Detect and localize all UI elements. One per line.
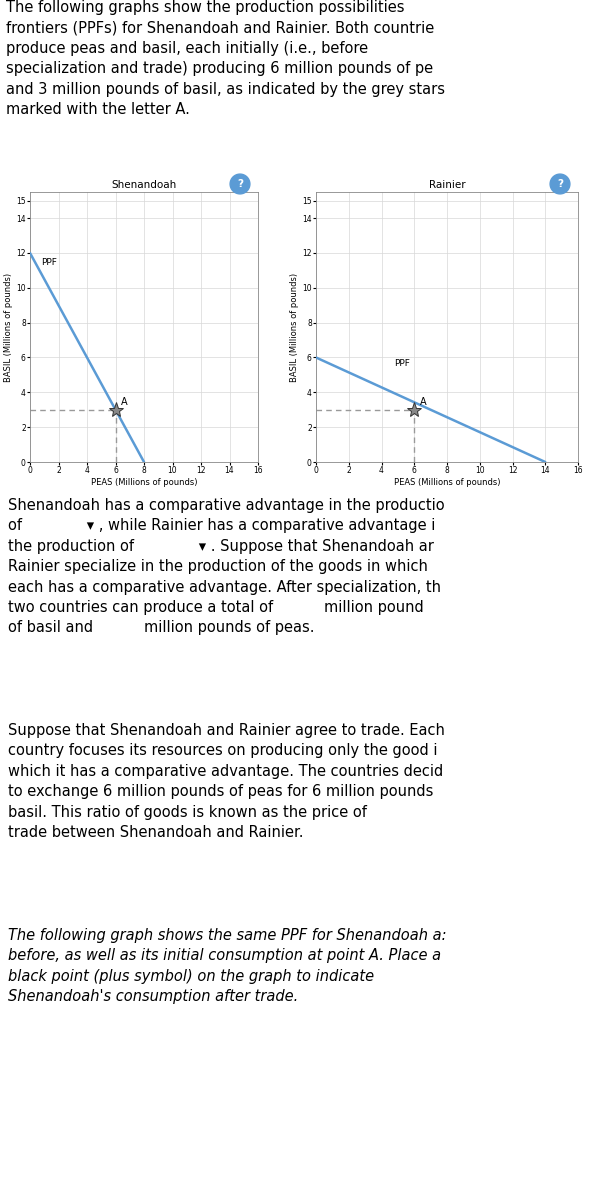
Title: Shenandoah: Shenandoah <box>112 180 177 190</box>
Text: Suppose that Shenandoah and Rainier agree to trade. Each
country focuses its res: Suppose that Shenandoah and Rainier agre… <box>8 722 445 840</box>
Circle shape <box>550 174 570 194</box>
Text: A: A <box>121 397 127 407</box>
X-axis label: PEAS (Millions of pounds): PEAS (Millions of pounds) <box>394 478 500 487</box>
Text: PPF: PPF <box>41 258 57 268</box>
Y-axis label: BASIL (Millions of pounds): BASIL (Millions of pounds) <box>4 272 13 382</box>
Text: A: A <box>420 397 427 407</box>
Text: ?: ? <box>557 179 563 188</box>
Text: PPF: PPF <box>395 359 411 368</box>
X-axis label: PEAS (Millions of pounds): PEAS (Millions of pounds) <box>91 478 197 487</box>
Text: ?: ? <box>237 179 243 188</box>
Text: The following graph shows the same PPF for Shenandoah a:
before, as well as its : The following graph shows the same PPF f… <box>8 928 447 1004</box>
Circle shape <box>230 174 250 194</box>
Text: Shenandoah has a comparative advantage in the productio
of              ▾ , whil: Shenandoah has a comparative advantage i… <box>8 498 445 636</box>
Title: Rainier: Rainier <box>429 180 465 190</box>
Y-axis label: BASIL (Millions of pounds): BASIL (Millions of pounds) <box>290 272 300 382</box>
Text: The following graphs show the production possibilities
frontiers (PPFs) for Shen: The following graphs show the production… <box>6 0 445 116</box>
